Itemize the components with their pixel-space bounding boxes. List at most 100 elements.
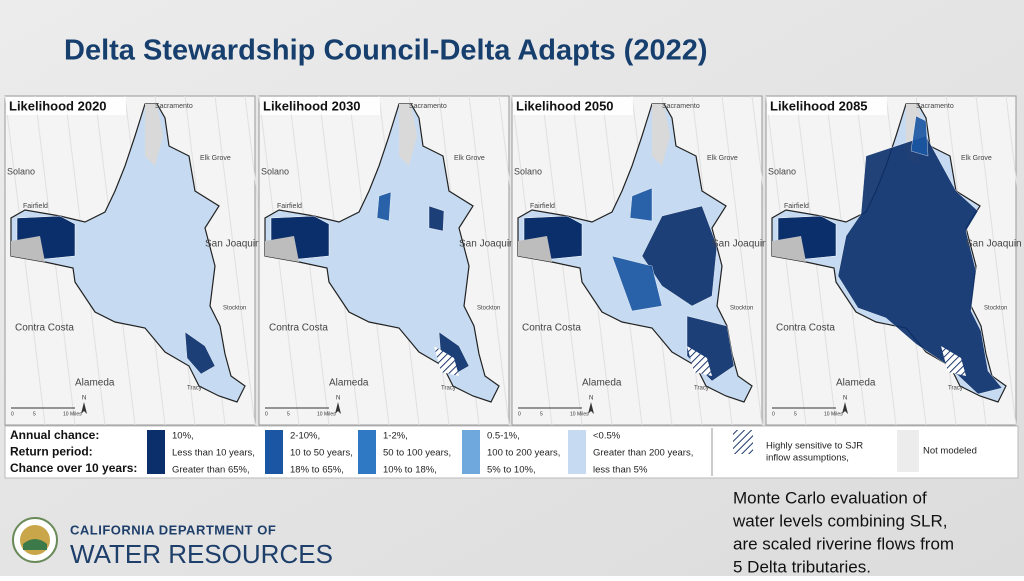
description-line: are scaled riverine flows from [733,534,954,553]
scale-label: 0 [518,411,521,417]
panel-title: Likelihood 2030 [263,98,361,113]
place-label: Tracy [694,386,709,392]
place-label: Fairfield [277,203,302,210]
legend-text: 10%, [172,431,194,442]
not-modeled-area [772,236,806,262]
map-panel: Sacramento Elk Grove Solano Fairfield San Jo… [258,95,540,426]
legend-text: Less than 10 years, [172,448,255,459]
legend-text: 0.5-1%, [487,431,520,442]
hatch-area [941,346,966,376]
flood-area [428,205,445,232]
place-label: Elk Grove [454,155,485,162]
scale-label: 5 [794,411,797,417]
scale-label: 5 [540,411,543,417]
place-label: Elk Grove [200,155,231,162]
panel-title-bg [6,97,126,115]
legend-heading: Chance over 10 years: [10,461,137,475]
legend-swatch [897,430,919,472]
flood-area [641,205,718,307]
not-modeled-area [518,236,552,262]
scale-label: 0 [772,411,775,417]
legend-swatch [462,430,480,474]
flood-area [910,115,929,157]
place-label: Elk Grove [961,155,992,162]
legend-text: Not modeled [923,446,977,457]
legend-text: 2-10%, [290,431,320,442]
place-label: San Joaquin [205,239,261,250]
north-arrow [842,402,848,414]
panel-title: Likelihood 2085 [770,98,868,113]
place-label: Contra Costa [15,323,74,334]
place-label: Solano [768,166,796,176]
legend-swatch [147,430,165,474]
north-label: N [82,396,86,402]
scale-label: 10 Miles [317,411,336,417]
place-label: Alameda [582,378,622,389]
place-label: Stockton [984,306,1007,312]
place-label: Sacramento [916,103,954,110]
place-label: Sacramento [155,103,193,110]
road [4,95,46,426]
place-label: Alameda [836,378,876,389]
legend-text: inflow assumptions, [766,453,849,464]
legend-swatch [733,430,753,454]
place-label: Alameda [75,378,115,389]
north-label: N [336,396,340,402]
description-line: water levels combining SLR, [732,511,947,530]
place-label: Alameda [329,378,369,389]
place-label: Tracy [187,386,202,392]
place-label: Fairfield [784,203,809,210]
place-label: Solano [7,166,35,176]
place-label: Stockton [477,306,500,312]
place-label: Stockton [730,306,753,312]
legend-box [4,425,1019,479]
place-label: Contra Costa [522,323,581,334]
north-label: N [843,396,847,402]
scale-label: 10 Miles [824,411,843,417]
description-line: 5 Delta tributaries. [733,557,871,576]
road [214,95,256,426]
north-arrow [588,402,594,414]
delta-boundary [10,103,246,403]
scale-label: 10 Miles [570,411,589,417]
road [1005,95,1024,249]
place-label: Fairfield [530,203,555,210]
not-modeled-area [652,104,670,166]
place-label: San Joaquin [966,239,1022,250]
flood-area [611,255,663,312]
flood-area [184,331,216,375]
hatch-area [434,346,459,376]
place-label: Contra Costa [776,323,835,334]
legend-swatch [358,430,376,474]
legend-text: Greater than 200 years, [593,448,693,459]
road [975,95,1017,426]
not-modeled-area [11,236,45,262]
legend-text: Highly sensitive to SJR [766,441,863,452]
not-modeled-area [265,236,299,262]
panel-title: Likelihood 2020 [9,98,107,113]
road [468,95,510,426]
map-panel: Sacramento Elk Grove Solano Fairfield San Jo… [4,95,286,426]
slide-title: Delta Stewardship Council-Delta Adapts (… [64,35,708,67]
legend-text: 1-2%, [383,431,408,442]
place-label: Solano [514,166,542,176]
road [765,95,807,426]
scale-label: 0 [11,411,14,417]
place-label: San Joaquin [712,239,768,250]
place-label: Elk Grove [707,155,738,162]
legend-text: <0.5% [593,431,621,442]
logo-line2: WATER RESOURCES [70,539,333,569]
road [511,95,553,426]
place-label: Sacramento [662,103,700,110]
legend-text: 5% to 10%, [487,465,536,476]
legend-swatch [265,430,283,474]
panel-title-bg [767,97,887,115]
legend-text: 18% to 65%, [290,465,344,476]
legend-text: 10 to 50 years, [290,448,353,459]
legend-heading: Annual chance: [10,428,99,442]
hatch-area [687,346,712,376]
place-label: Solano [261,166,289,176]
flood-area [837,135,1003,395]
